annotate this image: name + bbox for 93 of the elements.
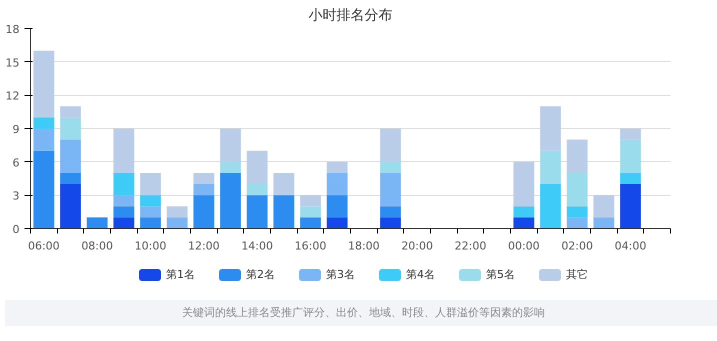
x-tick-label: 00:00 bbox=[508, 240, 540, 252]
x-tick-label: 04:00 bbox=[614, 240, 646, 252]
bar bbox=[273, 172, 294, 196]
bar bbox=[540, 150, 561, 184]
bar bbox=[60, 117, 81, 140]
bar bbox=[300, 195, 321, 206]
text: 关键词的线上排名受推广评分、出价、地域、时段、人群溢价等因素的影响 bbox=[182, 305, 545, 321]
bar bbox=[220, 162, 241, 173]
bar bbox=[166, 206, 188, 218]
legend-label: 第5名 bbox=[486, 268, 515, 281]
bar bbox=[300, 217, 321, 228]
bar bbox=[380, 217, 401, 228]
bar bbox=[566, 140, 588, 173]
bar bbox=[113, 217, 134, 228]
bar bbox=[246, 195, 268, 228]
bar bbox=[513, 217, 534, 228]
bar bbox=[193, 172, 214, 184]
bar bbox=[113, 172, 134, 196]
legend-label: 第2名 bbox=[246, 268, 275, 281]
y-tick-label: 3 bbox=[12, 190, 20, 203]
x-tick-label: 06:00 bbox=[28, 240, 60, 252]
bar bbox=[86, 217, 108, 228]
bar bbox=[593, 195, 614, 218]
bar bbox=[33, 150, 54, 228]
y-tick-label: 0 bbox=[12, 223, 20, 236]
bar bbox=[326, 217, 348, 228]
bar bbox=[113, 195, 134, 206]
bar bbox=[593, 217, 614, 228]
legend-item: 第1名 bbox=[139, 260, 195, 290]
bar bbox=[113, 206, 134, 218]
bar bbox=[513, 206, 534, 218]
legend-item: 第4名 bbox=[379, 260, 435, 290]
x-tick-label: 02:00 bbox=[561, 240, 594, 252]
legend-label: 第3名 bbox=[326, 268, 355, 281]
bar bbox=[566, 206, 588, 218]
bar bbox=[166, 217, 188, 228]
bar bbox=[273, 195, 294, 228]
y-tick-label: 18 bbox=[6, 23, 20, 36]
chart-title: 小时排名分布 bbox=[308, 8, 392, 24]
bar bbox=[540, 184, 561, 228]
bar bbox=[193, 195, 214, 228]
bar bbox=[326, 195, 348, 218]
bar bbox=[140, 206, 161, 218]
bar bbox=[193, 184, 214, 196]
bar bbox=[620, 128, 641, 140]
x-tick-label: 20:00 bbox=[401, 240, 434, 252]
bar bbox=[620, 140, 641, 173]
legend-item: 第3名 bbox=[299, 260, 355, 290]
legend-label: 第1名 bbox=[166, 268, 195, 281]
y-tick-label: 12 bbox=[6, 90, 20, 103]
bar bbox=[33, 50, 54, 118]
bar bbox=[620, 172, 641, 184]
bar bbox=[566, 217, 588, 228]
x-tick-label: 08:00 bbox=[81, 240, 114, 252]
bar bbox=[566, 172, 588, 206]
x-tick-label: 14:00 bbox=[241, 240, 274, 252]
bar bbox=[220, 128, 241, 162]
y-tick-label: 15 bbox=[6, 56, 20, 70]
bar bbox=[33, 117, 54, 128]
legend-item: 第5名 bbox=[459, 260, 515, 290]
legend-label: 第4名 bbox=[406, 268, 435, 281]
y-tick-label: 9 bbox=[12, 123, 20, 136]
bar bbox=[33, 128, 54, 151]
bar bbox=[380, 172, 401, 206]
bar bbox=[380, 128, 401, 162]
bar bbox=[140, 195, 161, 206]
x-tick-label: 18:00 bbox=[348, 240, 380, 252]
bar bbox=[540, 106, 561, 151]
x-tick-label: 10:00 bbox=[134, 240, 166, 252]
legend-label: 其它 bbox=[566, 268, 588, 281]
bar bbox=[246, 150, 268, 184]
bar bbox=[246, 184, 268, 196]
x-tick-label: 22:00 bbox=[454, 240, 486, 252]
bar bbox=[380, 206, 401, 218]
bar bbox=[113, 128, 134, 173]
bar bbox=[220, 172, 241, 228]
bar bbox=[60, 172, 81, 184]
bar bbox=[60, 106, 81, 118]
bar bbox=[380, 162, 401, 173]
legend-item: 第2名 bbox=[219, 260, 275, 290]
x-tick-label: 12:00 bbox=[188, 240, 220, 252]
bar bbox=[140, 172, 161, 196]
x-tick-label: 16:00 bbox=[294, 240, 326, 252]
bar bbox=[620, 184, 641, 228]
bar bbox=[326, 172, 348, 196]
bar bbox=[513, 162, 534, 206]
bar bbox=[300, 206, 321, 218]
bar bbox=[326, 162, 348, 173]
bar bbox=[140, 217, 161, 228]
bar bbox=[60, 140, 81, 173]
legend-item: 其它 bbox=[539, 260, 588, 290]
bar bbox=[60, 184, 81, 228]
y-tick-label: 6 bbox=[12, 156, 20, 170]
